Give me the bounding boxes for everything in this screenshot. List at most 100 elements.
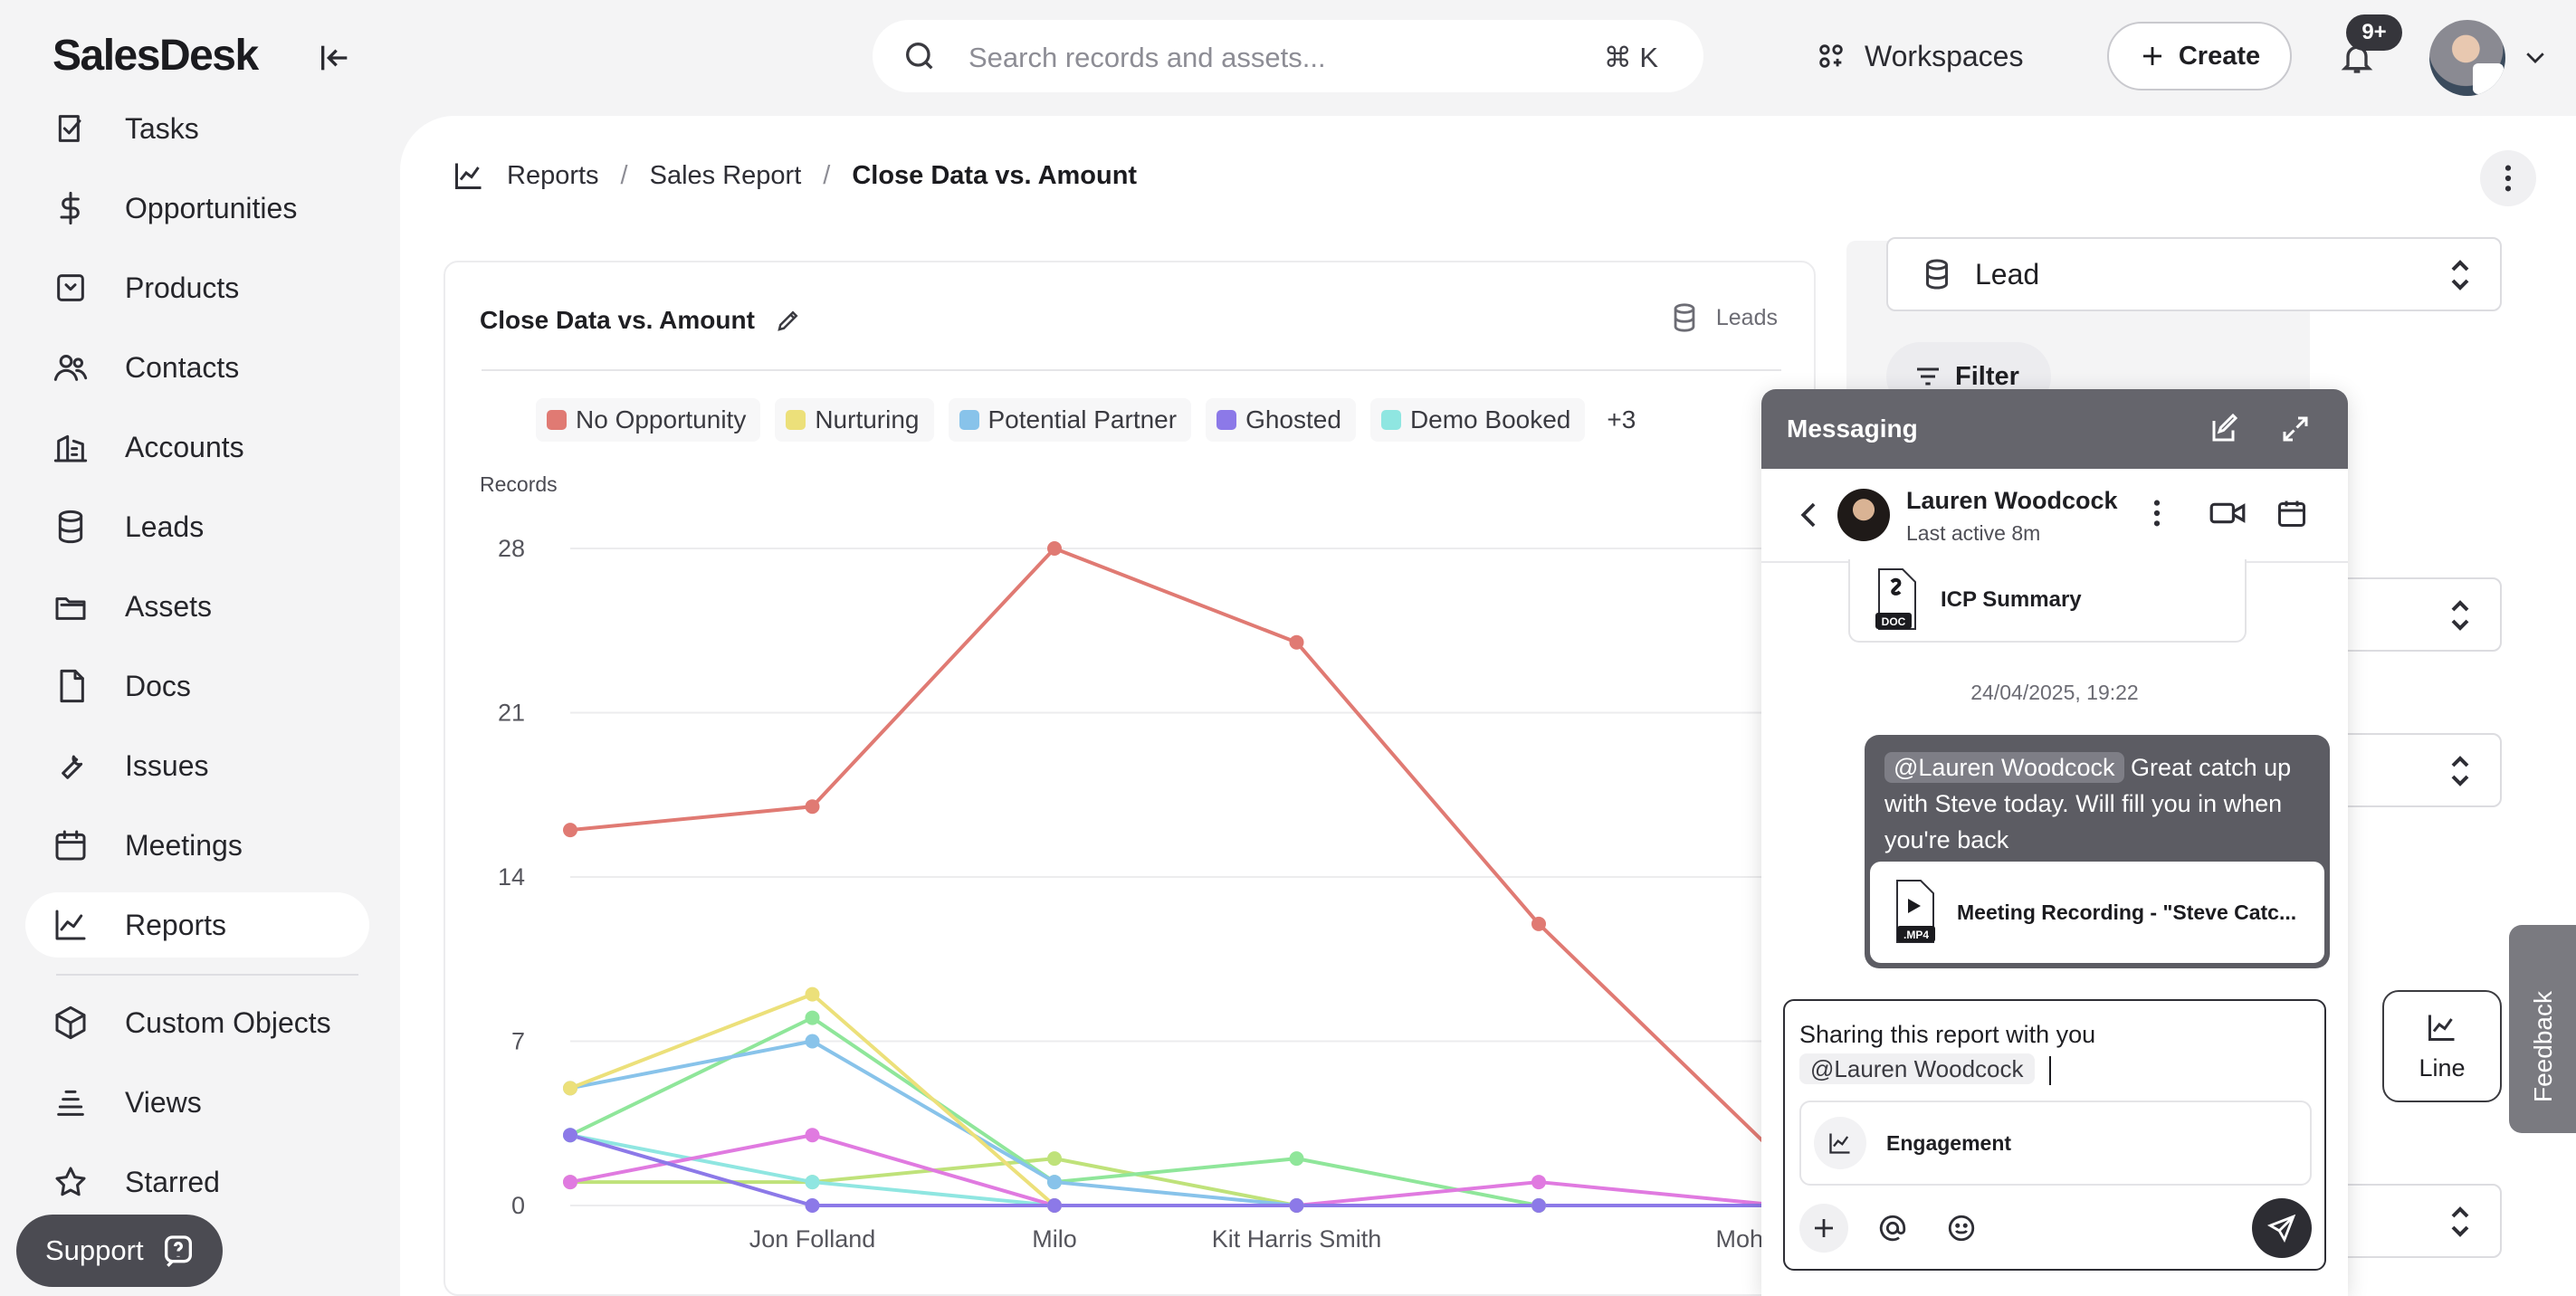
tasks-icon bbox=[52, 110, 89, 147]
data-point bbox=[805, 1034, 820, 1049]
breadcrumb-reports[interactable]: Reports bbox=[507, 160, 599, 190]
workspaces-button[interactable]: Workspaces bbox=[1816, 36, 2023, 76]
composer-toolbar bbox=[1799, 1204, 1986, 1253]
sidebar-item-custom-objects[interactable]: Custom Objects bbox=[25, 990, 369, 1055]
cube-icon bbox=[52, 1005, 89, 1041]
doc-file-icon: DOC bbox=[1875, 568, 1916, 630]
legend-item[interactable]: Nurturing bbox=[775, 398, 934, 442]
workspace-logo-mini bbox=[2473, 63, 2504, 94]
search-input[interactable]: Search records and assets... bbox=[968, 42, 1326, 73]
video-call-icon[interactable] bbox=[2209, 498, 2247, 529]
help-icon bbox=[160, 1233, 196, 1269]
legend-label: Potential Partner bbox=[987, 405, 1178, 434]
x-tick-label: Jon Folland bbox=[749, 1225, 876, 1253]
legend-swatch bbox=[547, 410, 567, 430]
doc-attachment[interactable]: DOC ICP Summary bbox=[1848, 559, 2247, 643]
breadcrumb-sales-report[interactable]: Sales Report bbox=[649, 160, 802, 190]
chevron-updown-icon bbox=[2447, 1204, 2473, 1240]
data-point bbox=[805, 799, 820, 815]
report-source[interactable]: Leads bbox=[1669, 302, 1778, 333]
sidebar-item-label: Starred bbox=[125, 1165, 220, 1198]
legend-more[interactable]: +3 bbox=[1607, 405, 1636, 434]
sidebar-item-leads[interactable]: Leads bbox=[25, 494, 369, 559]
sidebar-item-meetings[interactable]: Meetings bbox=[25, 813, 369, 878]
legend-item[interactable]: Ghosted bbox=[1206, 398, 1356, 442]
attached-report-chip[interactable]: Engagement bbox=[1799, 1101, 2312, 1186]
sidebar-item-opportunities[interactable]: Opportunities bbox=[25, 176, 369, 241]
sidebar-item-tasks[interactable]: Tasks bbox=[25, 96, 369, 161]
data-point bbox=[805, 1198, 820, 1213]
message-composer[interactable]: Sharing this report with you @Lauren Woo… bbox=[1783, 999, 2326, 1271]
back-chevron-icon[interactable] bbox=[1798, 500, 1821, 530]
data-point bbox=[805, 1175, 820, 1190]
legend-item[interactable]: No Opportunity bbox=[536, 398, 761, 442]
legend-item[interactable]: Demo Booked bbox=[1369, 398, 1586, 442]
y-tick-label: 28 bbox=[498, 535, 525, 562]
data-point bbox=[563, 1128, 577, 1143]
legend-item[interactable]: Potential Partner bbox=[948, 398, 1192, 442]
calendar-icon[interactable] bbox=[2275, 496, 2308, 530]
data-point bbox=[563, 823, 577, 838]
workspaces-icon bbox=[1816, 41, 1846, 71]
mention-icon[interactable] bbox=[1868, 1204, 1917, 1253]
object-select[interactable]: Lead bbox=[1886, 237, 2502, 311]
sidebar-item-issues[interactable]: Issues bbox=[25, 733, 369, 798]
sidebar-item-contacts[interactable]: Contacts bbox=[25, 335, 369, 400]
data-point bbox=[563, 1175, 577, 1190]
create-button[interactable]: Create bbox=[2107, 22, 2292, 91]
more-options-icon[interactable] bbox=[2152, 498, 2161, 529]
send-button[interactable] bbox=[2252, 1198, 2312, 1258]
sidebar-item-starred[interactable]: Starred bbox=[25, 1149, 369, 1215]
text-caret bbox=[2048, 1056, 2051, 1086]
data-point bbox=[1047, 1198, 1062, 1213]
chart-type-line-button[interactable]: Line bbox=[2382, 990, 2502, 1102]
report-card: Close Data vs. Amount Leads No Opportuni… bbox=[444, 261, 1816, 1296]
compose-icon[interactable] bbox=[2209, 413, 2241, 445]
support-button[interactable]: Support bbox=[16, 1215, 223, 1287]
series-line bbox=[569, 992, 1781, 1207]
contact-name[interactable]: Lauren Woodcock bbox=[1906, 487, 2118, 514]
avatar[interactable] bbox=[2429, 20, 2505, 96]
search-bar[interactable]: Search records and assets... ⌘ K bbox=[873, 20, 1703, 92]
emoji-icon[interactable] bbox=[1937, 1204, 1986, 1253]
expand-icon[interactable] bbox=[2279, 413, 2312, 445]
breadcrumb: Reports / Sales Report / Close Data vs. … bbox=[453, 159, 1137, 192]
breadcrumb-separator: / bbox=[620, 160, 628, 190]
video-ext-label: .MP4 bbox=[1903, 929, 1929, 941]
data-point bbox=[1289, 1151, 1304, 1167]
line-chart-icon bbox=[1814, 1117, 1866, 1169]
sidebar-item-label: Opportunities bbox=[125, 191, 298, 224]
report-source-label: Leads bbox=[1715, 304, 1778, 330]
star-icon bbox=[52, 1164, 89, 1200]
more-options-icon[interactable] bbox=[2480, 150, 2536, 206]
sidebar-item-views[interactable]: Views bbox=[25, 1070, 369, 1135]
conversation-header: Lauren Woodcock Last active 8m bbox=[1761, 469, 2348, 563]
sidebar-item-docs[interactable]: Docs bbox=[25, 653, 369, 719]
video-attachment[interactable]: .MP4 Meeting Recording - "Steve Catc... bbox=[1870, 862, 2324, 963]
sidebar-item-accounts[interactable]: Accounts bbox=[25, 415, 369, 480]
y-tick-label: 21 bbox=[498, 700, 525, 727]
sidebar-item-label: Tasks bbox=[125, 111, 199, 145]
dollar-icon bbox=[52, 190, 89, 226]
video-attachment-name: Meeting Recording - "Steve Catc... bbox=[1957, 900, 2297, 924]
sidebar-item-assets[interactable]: Assets bbox=[25, 574, 369, 639]
chart-type-label: Line bbox=[2419, 1053, 2466, 1082]
support-label: Support bbox=[45, 1234, 144, 1266]
collapse-sidebar-icon[interactable] bbox=[317, 40, 353, 76]
filter-icon bbox=[1913, 362, 1942, 391]
add-attachment-icon[interactable] bbox=[1799, 1204, 1848, 1253]
sidebar-item-products[interactable]: Products bbox=[25, 255, 369, 320]
wrench-icon bbox=[52, 748, 89, 784]
composer-mention-line: @Lauren Woodcock bbox=[1799, 1053, 2051, 1086]
feedback-tab[interactable]: Feedback bbox=[2509, 925, 2576, 1133]
sidebar-item-label: Issues bbox=[125, 748, 209, 782]
message-mention[interactable]: @Lauren Woodcock bbox=[1884, 752, 2124, 783]
sidebar-item-reports[interactable]: Reports bbox=[25, 892, 369, 958]
database-icon bbox=[1669, 302, 1700, 333]
sidebar-item-label: Reports bbox=[125, 908, 227, 941]
app-logo[interactable]: SalesDesk bbox=[52, 32, 259, 80]
chevron-down-icon[interactable] bbox=[2522, 43, 2549, 71]
edit-pencil-icon[interactable] bbox=[775, 307, 802, 334]
sidebar-item-label: Views bbox=[125, 1085, 202, 1119]
